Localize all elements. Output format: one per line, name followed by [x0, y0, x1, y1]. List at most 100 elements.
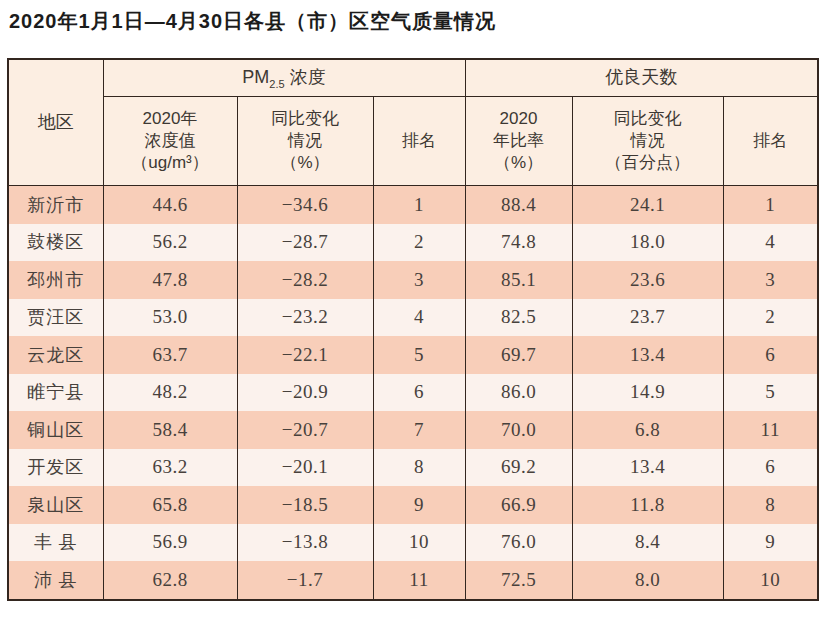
gd-change-cell: 11.8 — [572, 486, 723, 524]
col-header-gd-change: 同比变化 情况 （百分点） — [572, 97, 723, 186]
pm-change-cell: −22.1 — [237, 336, 373, 374]
col-header-pm-rank: 排名 — [373, 97, 465, 186]
header-group-row: 地区 PM2.5浓度 优良天数 — [8, 59, 818, 97]
pm-rank-cell: 11 — [373, 561, 465, 600]
table-row: 新沂市 44.6 −34.6 1 88.4 24.1 1 — [8, 186, 818, 224]
col-group-good-days: 优良天数 — [465, 59, 818, 97]
region-cell: 泉山区 — [8, 486, 103, 524]
gd-rank-cell: 1 — [723, 186, 818, 224]
gd-change-cell: 13.4 — [572, 336, 723, 374]
pm-rank-cell: 8 — [373, 449, 465, 487]
pm-rank-cell: 9 — [373, 486, 465, 524]
table-body: 新沂市 44.6 −34.6 1 88.4 24.1 1 鼓楼区 56.2 −2… — [8, 186, 818, 600]
gd-change-cell: 13.4 — [572, 449, 723, 487]
pm-rank-cell: 7 — [373, 411, 465, 449]
pm-value-cell: 58.4 — [103, 411, 237, 449]
header-line: （ug/m³） — [104, 152, 237, 174]
gd-rank-cell: 6 — [723, 336, 818, 374]
gd-rank-cell: 3 — [723, 261, 818, 299]
gd-change-cell: 23.7 — [572, 299, 723, 337]
header-line: 2020年 — [104, 108, 237, 130]
pm-value-cell: 44.6 — [103, 186, 237, 224]
gd-rank-cell: 6 — [723, 449, 818, 487]
pm-value-cell: 63.2 — [103, 449, 237, 487]
header-line: 2020 — [466, 108, 572, 130]
gd-rank-cell: 4 — [723, 224, 818, 262]
header-line: 情况 — [573, 130, 723, 152]
gd-rank-cell: 8 — [723, 486, 818, 524]
gd-ratio-cell: 74.8 — [465, 224, 572, 262]
pm-rank-cell: 4 — [373, 299, 465, 337]
pm-value-cell: 65.8 — [103, 486, 237, 524]
gd-rank-cell: 2 — [723, 299, 818, 337]
pm-change-cell: −20.7 — [237, 411, 373, 449]
header-line: （百分点） — [573, 152, 723, 174]
table-row: 云龙区 63.7 −22.1 5 69.7 13.4 6 — [8, 336, 818, 374]
table-row: 鼓楼区 56.2 −28.7 2 74.8 18.0 4 — [8, 224, 818, 262]
region-cell: 贾汪区 — [8, 299, 103, 337]
region-cell: 铜山区 — [8, 411, 103, 449]
pm-value-cell: 56.9 — [103, 524, 237, 562]
pm25-label-prefix: PM — [242, 67, 269, 87]
table-header: 地区 PM2.5浓度 优良天数 2020年 浓度值 （ug/m³） 同比变化 情… — [8, 59, 818, 186]
pm-value-cell: 53.0 — [103, 299, 237, 337]
region-cell: 睢宁县 — [8, 374, 103, 412]
table-row: 沛 县 62.8 −1.7 11 72.5 8.0 10 — [8, 561, 818, 600]
table-row: 丰 县 56.9 −13.8 10 76.0 8.4 9 — [8, 524, 818, 562]
gd-ratio-cell: 69.2 — [465, 449, 572, 487]
gd-ratio-cell: 66.9 — [465, 486, 572, 524]
region-cell: 开发区 — [8, 449, 103, 487]
header-line: 情况 — [238, 130, 373, 152]
region-cell: 沛 县 — [8, 561, 103, 600]
pm-change-cell: −20.9 — [237, 374, 373, 412]
pm-value-cell: 47.8 — [103, 261, 237, 299]
region-cell: 新沂市 — [8, 186, 103, 224]
header-line: （%） — [466, 152, 572, 174]
pm-change-cell: −20.1 — [237, 449, 373, 487]
col-header-gd-ratio: 2020 年比率 （%） — [465, 97, 572, 186]
table-row: 铜山区 58.4 −20.7 7 70.0 6.8 11 — [8, 411, 818, 449]
gd-change-cell: 18.0 — [572, 224, 723, 262]
col-header-gd-rank: 排名 — [723, 97, 818, 186]
page: 2020年1月1日—4月30日各县（市）区空气质量情况 地区 PM2.5浓度 优… — [0, 0, 825, 620]
header-line: （%） — [238, 152, 373, 174]
pm-change-cell: −28.2 — [237, 261, 373, 299]
pm-rank-cell: 6 — [373, 374, 465, 412]
pm-value-cell: 63.7 — [103, 336, 237, 374]
gd-change-cell: 8.0 — [572, 561, 723, 600]
table-row: 泉山区 65.8 −18.5 9 66.9 11.8 8 — [8, 486, 818, 524]
gd-ratio-cell: 86.0 — [465, 374, 572, 412]
pm-change-cell: −13.8 — [237, 524, 373, 562]
region-cell: 云龙区 — [8, 336, 103, 374]
page-title: 2020年1月1日—4月30日各县（市）区空气质量情况 — [0, 0, 825, 35]
gd-change-cell: 24.1 — [572, 186, 723, 224]
table-row: 贾汪区 53.0 −23.2 4 82.5 23.7 2 — [8, 299, 818, 337]
pm-value-cell: 48.2 — [103, 374, 237, 412]
header-line: 同比变化 — [238, 108, 373, 130]
table-row: 开发区 63.2 −20.1 8 69.2 13.4 6 — [8, 449, 818, 487]
pm-value-cell: 56.2 — [103, 224, 237, 262]
gd-rank-cell: 9 — [723, 524, 818, 562]
pm-value-cell: 62.8 — [103, 561, 237, 600]
pm-change-cell: −18.5 — [237, 486, 373, 524]
table-row: 睢宁县 48.2 −20.9 6 86.0 14.9 5 — [8, 374, 818, 412]
gd-change-cell: 14.9 — [572, 374, 723, 412]
region-cell: 鼓楼区 — [8, 224, 103, 262]
pm-change-cell: −28.7 — [237, 224, 373, 262]
gd-ratio-cell: 88.4 — [465, 186, 572, 224]
gd-change-cell: 23.6 — [572, 261, 723, 299]
gd-ratio-cell: 76.0 — [465, 524, 572, 562]
pm25-label-suffix: 浓度 — [290, 67, 326, 87]
col-group-pm25: PM2.5 浓度 — [103, 59, 465, 97]
gd-change-cell: 6.8 — [572, 411, 723, 449]
region-cell: 邳州市 — [8, 261, 103, 299]
pm25-label-subscript: 2.5 — [269, 77, 284, 89]
gd-rank-cell: 5 — [723, 374, 818, 412]
region-cell: 丰 县 — [8, 524, 103, 562]
gd-ratio-cell: 70.0 — [465, 411, 572, 449]
header-line: 同比变化 — [573, 108, 723, 130]
header-line: 年比率 — [466, 130, 572, 152]
pm-rank-cell: 2 — [373, 224, 465, 262]
header-sub-row: 2020年 浓度值 （ug/m³） 同比变化 情况 （%） 排名 2020 年比… — [8, 97, 818, 186]
gd-ratio-cell: 72.5 — [465, 561, 572, 600]
